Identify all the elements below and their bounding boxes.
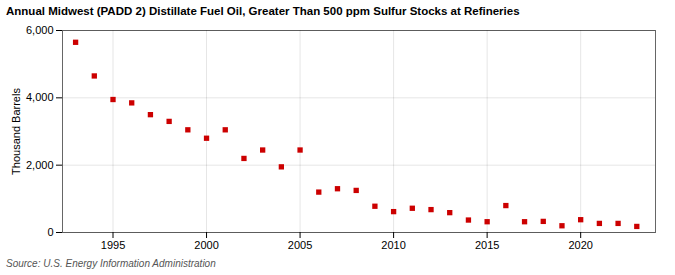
svg-text:Thousand Barrels: Thousand Barrels — [10, 88, 22, 175]
svg-text:0: 0 — [47, 226, 53, 238]
svg-text:4,000: 4,000 — [26, 92, 54, 104]
html-text:Annual Midwest (PADD 2) Distil: Annual Midwest (PADD 2) Distillate Fuel … — [6, 5, 520, 17]
svg-text:6,000: 6,000 — [26, 24, 54, 36]
html-text:Source: U.S. Energy Informatio: Source: U.S. Energy Information Administ… — [6, 258, 216, 270]
svg-text:2020: 2020 — [568, 240, 592, 252]
svg-text:2,000: 2,000 — [26, 159, 54, 171]
svg-text:2005: 2005 — [288, 240, 312, 252]
svg-text:2015: 2015 — [475, 240, 499, 252]
svg-text:2010: 2010 — [381, 240, 405, 252]
svg-text:2000: 2000 — [194, 240, 218, 252]
svg-text:1995: 1995 — [101, 240, 125, 252]
